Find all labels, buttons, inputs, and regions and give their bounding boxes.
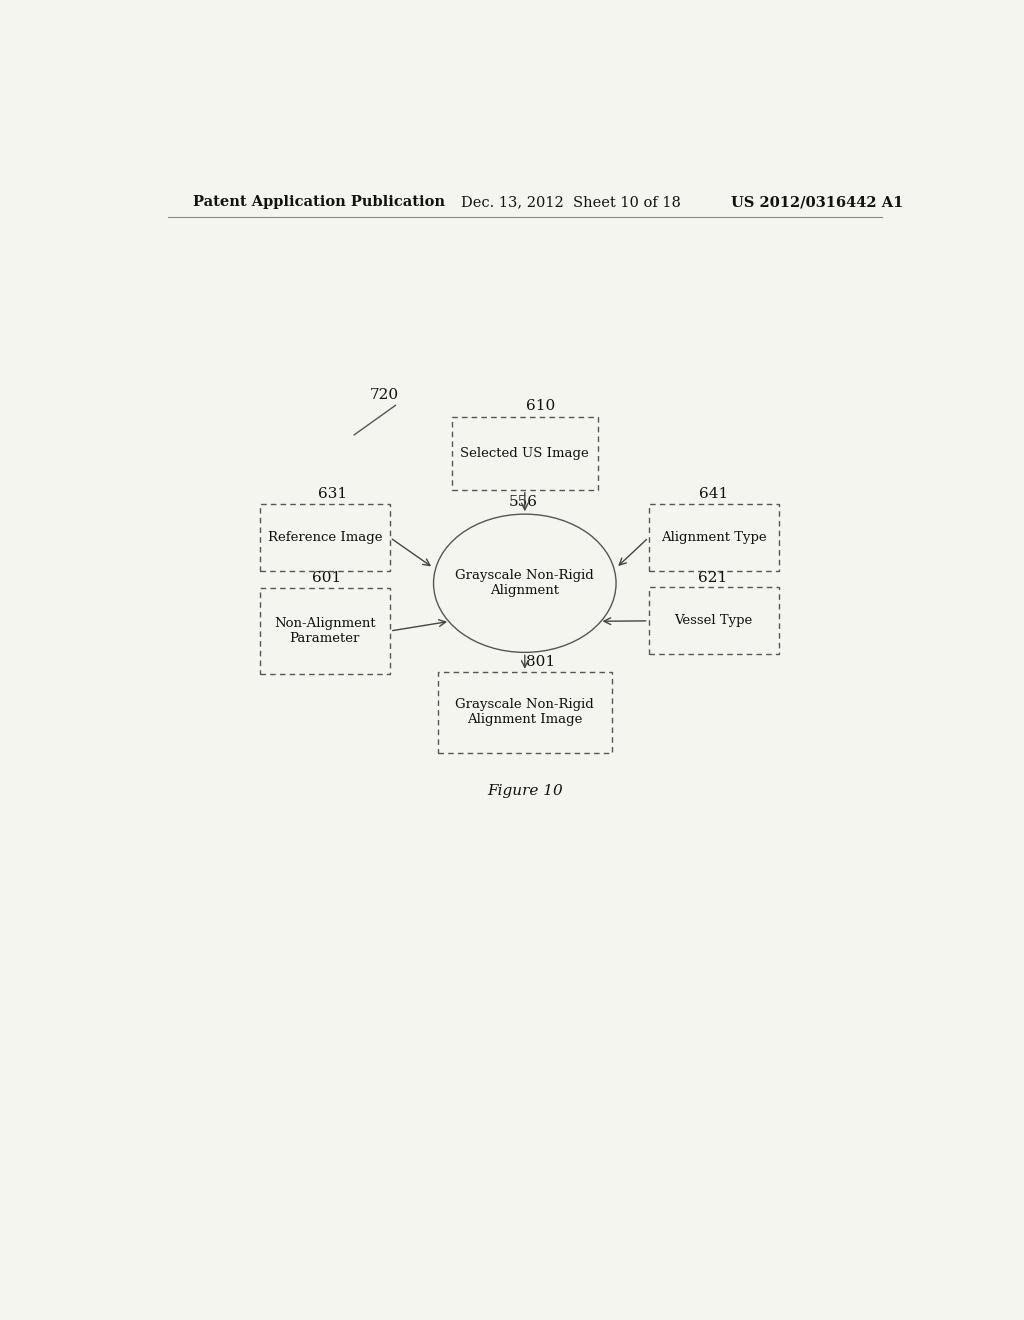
Text: 610: 610 xyxy=(526,399,556,412)
Text: Patent Application Publication: Patent Application Publication xyxy=(194,195,445,209)
Text: 641: 641 xyxy=(699,487,729,500)
Text: Selected US Image: Selected US Image xyxy=(461,446,589,459)
Text: Figure 10: Figure 10 xyxy=(487,784,562,797)
Text: Dec. 13, 2012  Sheet 10 of 18: Dec. 13, 2012 Sheet 10 of 18 xyxy=(461,195,681,209)
Text: 556: 556 xyxy=(509,495,538,510)
Text: Grayscale Non-Rigid
Alignment: Grayscale Non-Rigid Alignment xyxy=(456,569,594,597)
Text: Non-Alignment
Parameter: Non-Alignment Parameter xyxy=(274,616,376,645)
Text: 621: 621 xyxy=(697,572,727,585)
Text: 801: 801 xyxy=(526,655,555,669)
Text: Reference Image: Reference Image xyxy=(267,531,382,544)
Text: 720: 720 xyxy=(370,388,399,403)
Text: Grayscale Non-Rigid
Alignment Image: Grayscale Non-Rigid Alignment Image xyxy=(456,698,594,726)
Text: US 2012/0316442 A1: US 2012/0316442 A1 xyxy=(731,195,903,209)
Text: Alignment Type: Alignment Type xyxy=(660,531,767,544)
Text: Vessel Type: Vessel Type xyxy=(675,614,753,627)
Text: 631: 631 xyxy=(318,487,347,500)
Text: 601: 601 xyxy=(312,572,341,585)
